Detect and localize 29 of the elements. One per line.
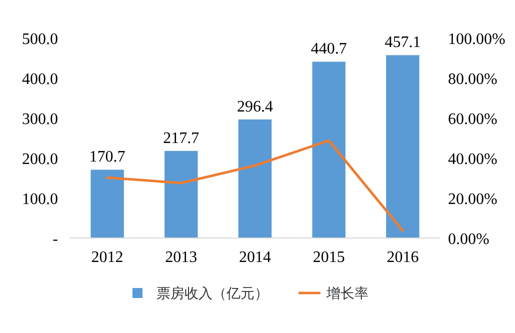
y-tick-label: 500.0 [22, 31, 58, 48]
bar [90, 170, 124, 238]
bar [312, 62, 346, 238]
text: 440.7 [310, 40, 347, 58]
x-tick-label: 2016 [386, 249, 419, 266]
bar [386, 55, 420, 238]
y2-tick-label: 20.00% [448, 191, 498, 208]
y2-tick-label: 100.00% [448, 31, 506, 48]
y-tick-label: 200.0 [22, 151, 58, 168]
y2-tick-label: 80.00% [448, 71, 498, 88]
x-tick-label: 2015 [312, 249, 345, 266]
x-tick-label: 2014 [239, 249, 271, 266]
y2-tick-label: 0.00% [448, 231, 490, 248]
y-tick-label: 400.0 [22, 71, 58, 88]
bar [164, 150, 198, 238]
text: 217.7 [163, 130, 200, 147]
y2-tick-label: 40.00% [448, 151, 498, 168]
y-tick-label: 100.0 [22, 191, 58, 208]
y-tick-label: 300.0 [22, 111, 58, 128]
y-tick-label: - [52, 231, 58, 248]
text: 457.1 [384, 34, 421, 52]
legend-label: 票房收入（亿元） [156, 286, 268, 302]
text: 296.4 [237, 98, 273, 116]
x-tick-label: 2012 [91, 249, 124, 266]
bar [238, 119, 272, 238]
text: 170.7 [89, 148, 126, 166]
x-tick-label: 2013 [165, 249, 198, 266]
y2-tick-label: 60.00% [448, 111, 498, 128]
legend-label: 增长率 [326, 286, 368, 302]
